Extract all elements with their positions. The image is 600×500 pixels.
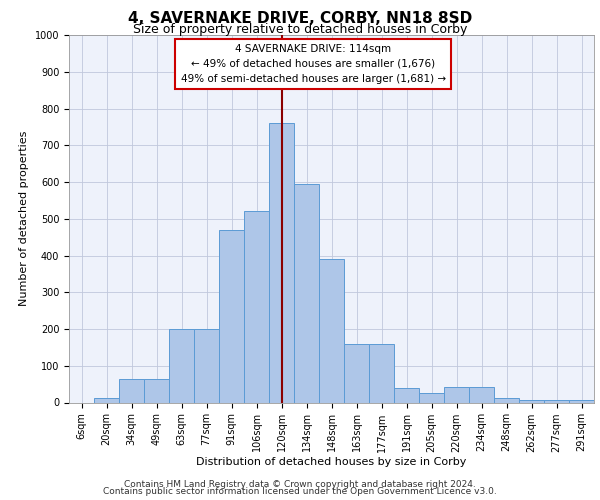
Text: Contains public sector information licensed under the Open Government Licence v3: Contains public sector information licen… xyxy=(103,487,497,496)
Bar xyxy=(494,398,519,402)
Bar xyxy=(169,329,194,402)
Bar xyxy=(94,398,119,402)
Bar xyxy=(469,386,494,402)
Bar xyxy=(519,400,544,402)
Bar xyxy=(394,388,419,402)
Bar xyxy=(369,344,394,402)
Bar xyxy=(344,344,369,402)
Bar xyxy=(544,400,569,402)
Text: Size of property relative to detached houses in Corby: Size of property relative to detached ho… xyxy=(133,22,467,36)
Bar xyxy=(569,400,594,402)
Bar xyxy=(194,329,219,402)
X-axis label: Distribution of detached houses by size in Corby: Distribution of detached houses by size … xyxy=(196,458,467,468)
Bar xyxy=(419,392,444,402)
Bar xyxy=(319,259,344,402)
Text: Contains HM Land Registry data © Crown copyright and database right 2024.: Contains HM Land Registry data © Crown c… xyxy=(124,480,476,489)
Bar xyxy=(244,212,269,402)
Bar xyxy=(444,386,469,402)
Bar xyxy=(294,184,319,402)
Bar xyxy=(119,378,144,402)
Text: 4, SAVERNAKE DRIVE, CORBY, NN18 8SD: 4, SAVERNAKE DRIVE, CORBY, NN18 8SD xyxy=(128,11,472,26)
Bar xyxy=(144,378,169,402)
Bar xyxy=(269,123,294,402)
Text: 4 SAVERNAKE DRIVE: 114sqm
← 49% of detached houses are smaller (1,676)
49% of se: 4 SAVERNAKE DRIVE: 114sqm ← 49% of detac… xyxy=(181,44,446,84)
Y-axis label: Number of detached properties: Number of detached properties xyxy=(19,131,29,306)
Bar xyxy=(219,230,244,402)
